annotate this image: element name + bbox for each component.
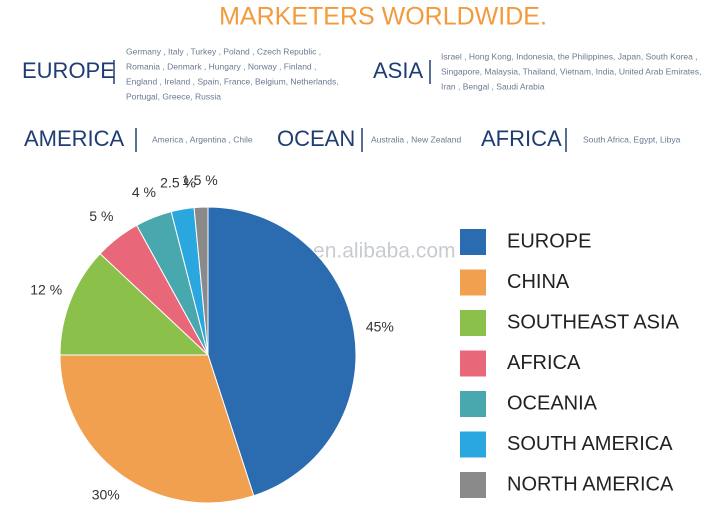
region-countries: America , Argentina , Chile [152, 134, 253, 144]
slice-label: 45% [366, 318, 394, 334]
region-name: ASIA [373, 58, 423, 83]
region-name: AFRICA [481, 126, 562, 151]
legend-label: SOUTH AMERICA [507, 433, 673, 455]
region-name: EUROPE [22, 58, 115, 83]
slice-label: 2.5 % [160, 174, 196, 190]
region-countries: Australia , New Zealand [371, 134, 462, 144]
region-countries: Portugal, Greece, Russia [126, 91, 221, 101]
legend-swatch [460, 391, 486, 417]
legend-swatch [460, 310, 486, 336]
pie-slice [193, 206, 209, 356]
legend-label: CHINA [507, 271, 570, 293]
slice-label: 30% [92, 486, 120, 502]
slice-label: 4 % [132, 184, 156, 200]
legend-label: EUROPE [507, 230, 591, 252]
region-name: OCEAN [277, 126, 355, 151]
legend-swatch [460, 269, 486, 296]
slice-label: 5 % [89, 208, 113, 224]
legend-swatch [460, 350, 486, 377]
region-countries: England , Ireland , Spain, France, Belgi… [126, 76, 339, 86]
separators [113, 60, 567, 152]
region-name: AMERICA [24, 126, 125, 151]
pie-slice [207, 206, 357, 497]
region-countries: Israel , Hong Kong, Indonesia, the Phili… [441, 51, 698, 61]
title: MARKETERS WORLDWIDE. [219, 3, 547, 31]
region-countries: Iran , Bengal , Saudi Arabia [441, 81, 545, 91]
legend-swatch [460, 431, 486, 458]
legend-label: OCEANIA [507, 392, 598, 414]
region-countries: South Africa, Egypt, Libya [583, 134, 681, 144]
slice-label: 12 % [30, 282, 62, 298]
legend-label: NORTH AMERICA [507, 473, 674, 495]
slice-label: 1.5 % [182, 172, 218, 188]
legend-swatch [460, 229, 486, 255]
region-countries: Singapore, Malaysia, Thailand, Vietnam, … [441, 66, 702, 76]
region-countries: Romania , Denmark , Hungary , Norway , F… [126, 61, 316, 71]
pie-slice [59, 354, 255, 504]
region-countries: Germany , Italy , Turkey , Poland , Czec… [126, 46, 321, 56]
pie-slice [59, 252, 210, 356]
legend-swatch [460, 472, 486, 498]
legend-label: SOUTHEAST ASIA [507, 311, 680, 333]
legend-label: AFRICA [507, 352, 581, 374]
